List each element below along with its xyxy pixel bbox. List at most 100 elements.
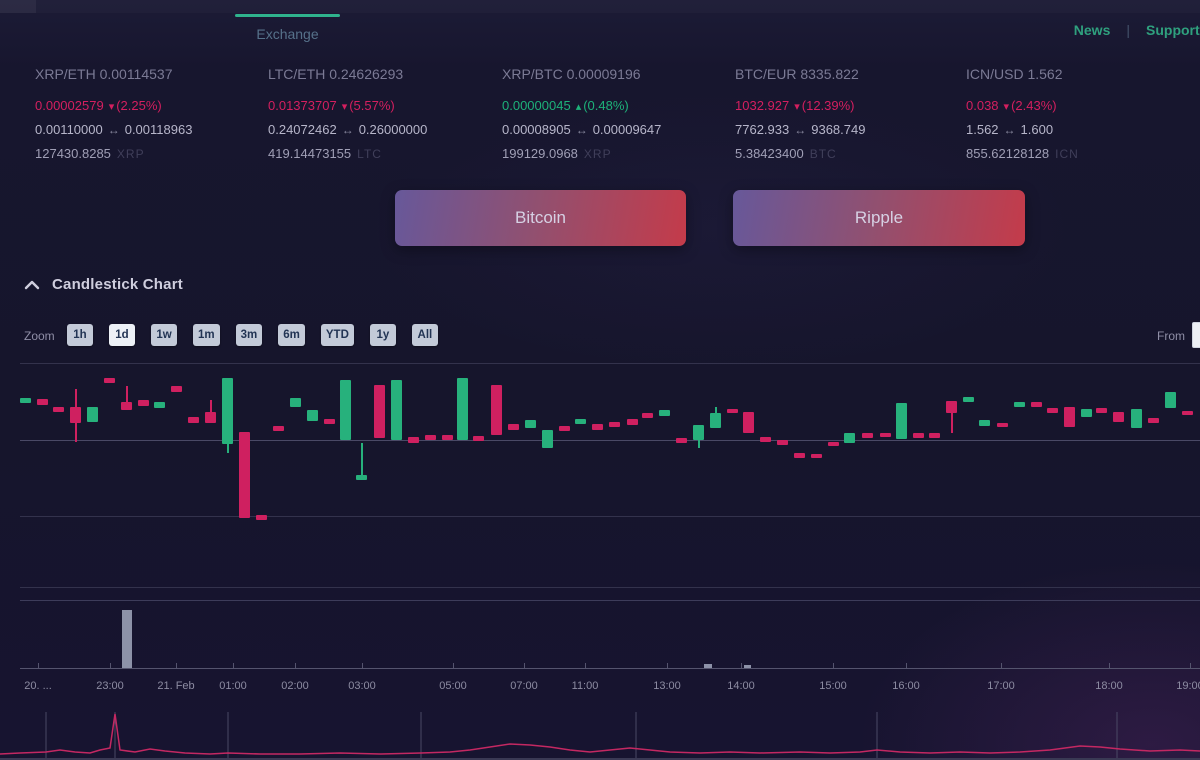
candle bbox=[913, 433, 924, 438]
candle bbox=[963, 397, 974, 402]
zoom-3m-button[interactable]: 3m bbox=[235, 324, 263, 346]
x-axis-label: 01:00 bbox=[219, 680, 247, 692]
zoom-6m-button[interactable]: 6m bbox=[278, 324, 305, 346]
x-axis-tick bbox=[176, 663, 177, 669]
chevron-up-icon bbox=[24, 280, 40, 289]
candle bbox=[777, 440, 788, 445]
candle bbox=[408, 437, 419, 443]
candle bbox=[693, 425, 704, 440]
candle bbox=[979, 420, 990, 426]
candle bbox=[997, 423, 1008, 427]
candle bbox=[1014, 402, 1025, 407]
candle-wick bbox=[361, 443, 363, 480]
candle bbox=[1165, 392, 1176, 408]
ticker-ltc-eth[interactable]: LTC/ETH 0.24626293 0.01373707 ▾ (5.57%) 0.… bbox=[268, 66, 498, 161]
candle bbox=[457, 378, 468, 440]
candle bbox=[473, 436, 484, 441]
candle bbox=[559, 426, 570, 431]
candlestick-section-header[interactable]: Candlestick Chart bbox=[24, 276, 183, 293]
candle bbox=[324, 419, 335, 424]
candle bbox=[1031, 402, 1042, 407]
candle bbox=[391, 380, 402, 440]
candle bbox=[256, 515, 267, 520]
candle bbox=[356, 475, 367, 480]
ticker-range: 0.00008905 ↔ 0.00009647 bbox=[502, 122, 662, 137]
ticker-range: 0.24072462 ↔ 0.26000000 bbox=[268, 122, 428, 137]
chart-gridline bbox=[20, 587, 1200, 588]
ticker-volume: 419.14473155 LTC bbox=[268, 146, 382, 161]
ticker-volume: 127430.8285 XRP bbox=[35, 146, 145, 161]
ticker-change: 0.038 ▾ (2.43%) bbox=[966, 98, 1057, 113]
candle bbox=[70, 407, 81, 423]
change-direction-icon: ▾ bbox=[341, 101, 348, 113]
support-link[interactable]: Support bbox=[1146, 22, 1200, 38]
candle bbox=[896, 403, 907, 439]
candle bbox=[946, 401, 957, 413]
ticker-btc-eur[interactable]: BTC/EUR 8335.822 1032.927 ▾ (12.39%) 7762.… bbox=[735, 66, 965, 161]
ticker-xrp-btc[interactable]: XRP/BTC 0.00009196 0.00000045 ▴ (0.48%) 0.… bbox=[502, 66, 732, 161]
x-axis-tick bbox=[38, 663, 39, 669]
ticker-pair-label: LTC/ETH 0.24626293 bbox=[268, 66, 404, 82]
x-axis-label: 02:00 bbox=[281, 680, 309, 692]
from-date-input[interactable] bbox=[1192, 322, 1200, 348]
candle bbox=[138, 400, 149, 406]
header-links-separator: | bbox=[1126, 22, 1130, 38]
ticker-pair-label: XRP/ETH 0.00114537 bbox=[35, 66, 173, 82]
navigator-series-line bbox=[0, 713, 1200, 755]
x-axis-label: 11:00 bbox=[571, 680, 599, 692]
candle bbox=[743, 412, 754, 433]
candle bbox=[425, 435, 436, 440]
candle bbox=[794, 453, 805, 458]
candle-wick bbox=[126, 386, 128, 410]
zoom-all-button[interactable]: All bbox=[411, 324, 438, 346]
candle bbox=[710, 413, 721, 428]
bitcoin-button[interactable]: Bitcoin bbox=[395, 190, 686, 246]
header-links: News | Support bbox=[1074, 22, 1200, 38]
candle bbox=[575, 419, 586, 424]
candle bbox=[844, 433, 855, 443]
zoom-buttons: 1h 1d 1w 1m 3m 6m YTD 1y All bbox=[67, 324, 438, 346]
range-arrow-icon: ↔ bbox=[794, 123, 807, 137]
zoom-1y-button[interactable]: 1y bbox=[369, 324, 396, 346]
ripple-button[interactable]: Ripple bbox=[733, 190, 1025, 246]
zoom-1d-button[interactable]: 1d bbox=[109, 324, 135, 346]
tab-exchange[interactable]: Exchange bbox=[256, 26, 319, 42]
x-axis-tick bbox=[295, 663, 296, 669]
candle bbox=[273, 426, 284, 431]
x-axis-tick bbox=[906, 663, 907, 669]
zoom-1m-button[interactable]: 1m bbox=[193, 324, 220, 346]
zoom-1h-button[interactable]: 1h bbox=[67, 324, 93, 346]
candle bbox=[592, 424, 603, 430]
ticker-change: 1032.927 ▾ (12.39%) bbox=[735, 98, 855, 113]
ticker-range: 1.562 ↔ 1.600 bbox=[966, 122, 1054, 137]
change-direction-icon: ▾ bbox=[1003, 101, 1010, 113]
zoom-1w-button[interactable]: 1w bbox=[151, 324, 177, 346]
ticker-xrp-eth[interactable]: XRP/ETH 0.00114537 0.00002579 ▾ (2.25%) 0.… bbox=[35, 66, 265, 161]
candle bbox=[340, 380, 351, 440]
candle bbox=[53, 407, 64, 412]
ticker-pair-label: BTC/EUR 8335.822 bbox=[735, 66, 859, 82]
candle-wick bbox=[951, 401, 953, 433]
candle bbox=[760, 437, 771, 442]
x-axis-label: 18:00 bbox=[1095, 680, 1123, 692]
range-arrow-icon: ↔ bbox=[341, 123, 354, 137]
ticker-icn-usd[interactable]: ICN/USD 1.562 0.038 ▾ (2.43%) 1.562 ↔ 1.600 … bbox=[966, 66, 1196, 161]
candle bbox=[1081, 409, 1092, 417]
candle bbox=[727, 409, 738, 413]
candle bbox=[542, 430, 553, 448]
candle bbox=[222, 378, 233, 444]
zoom-ytd-button[interactable]: YTD bbox=[320, 324, 354, 346]
ticker-change: 0.00002579 ▾ (2.25%) bbox=[35, 98, 162, 113]
exchange-tab-underline bbox=[235, 14, 340, 17]
candle bbox=[20, 398, 31, 403]
zoom-label: Zoom bbox=[24, 329, 55, 343]
x-axis-tick bbox=[1190, 663, 1191, 669]
candle bbox=[307, 410, 318, 421]
candle bbox=[87, 407, 98, 422]
candle bbox=[1047, 408, 1058, 413]
x-axis-tick bbox=[1109, 663, 1110, 669]
candle bbox=[862, 433, 873, 438]
news-link[interactable]: News bbox=[1073, 22, 1111, 38]
x-axis-line bbox=[20, 668, 1200, 669]
